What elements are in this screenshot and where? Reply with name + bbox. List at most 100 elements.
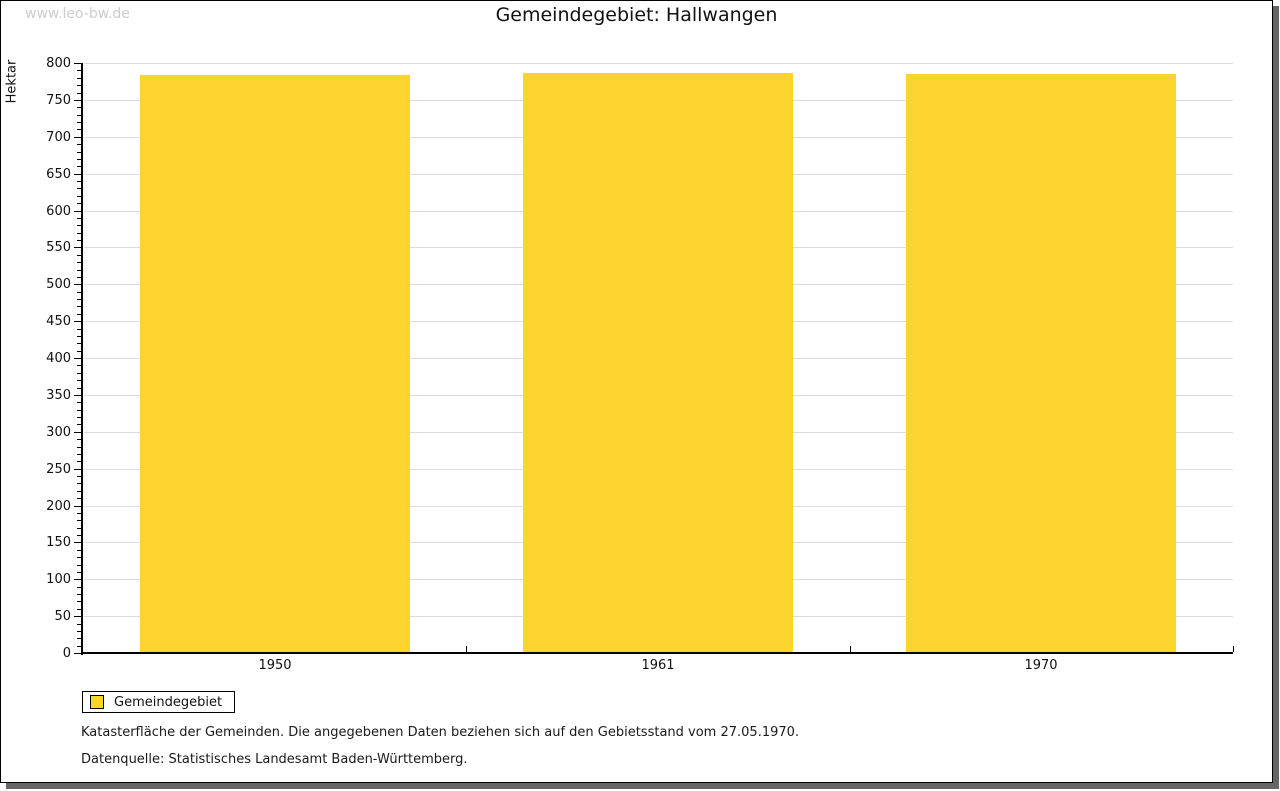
y-minor-tick-520 [77,270,81,271]
y-minor-tick-210 [77,498,81,499]
y-tick-label-450: 450 [46,314,71,329]
y-minor-tick-690 [77,144,81,145]
y-minor-tick-30 [77,631,81,632]
y-minor-tick-610 [77,203,81,204]
y-minor-tick-560 [77,240,81,241]
x-tick-1 [466,646,467,652]
y-tick-label-800: 800 [46,56,71,71]
y-major-tick-0 [74,653,81,654]
y-tick-label-100: 100 [46,572,71,587]
y-minor-tick-380 [77,373,81,374]
y-minor-tick-170 [77,528,81,529]
y-minor-tick-490 [77,292,81,293]
y-minor-tick-540 [77,255,81,256]
y-minor-tick-570 [77,233,81,234]
y-minor-tick-60 [77,609,81,610]
x-tick-label-1970: 1970 [1024,658,1058,673]
y-minor-tick-660 [77,166,81,167]
y-tick-label-750: 750 [46,93,71,108]
y-axis-line [81,63,83,655]
y-minor-tick-270 [77,454,81,455]
x-tick-label-1961: 1961 [641,658,675,673]
x-tick-3 [1233,646,1234,652]
bar-1961 [523,73,793,652]
y-minor-tick-460 [77,314,81,315]
y-minor-tick-620 [77,196,81,197]
y-minor-tick-640 [77,181,81,182]
y-minor-tick-710 [77,129,81,130]
y-minor-tick-90 [77,587,81,588]
y-minor-tick-110 [77,572,81,573]
x-tick-2 [850,646,851,652]
y-major-tick-100 [74,579,81,580]
y-minor-tick-320 [77,417,81,418]
y-minor-tick-530 [77,262,81,263]
y-major-tick-300 [74,432,81,433]
y-minor-tick-330 [77,410,81,411]
y-minor-tick-590 [77,218,81,219]
y-minor-tick-770 [77,85,81,86]
y-major-tick-550 [74,247,81,248]
y-minor-tick-230 [77,483,81,484]
y-major-tick-500 [74,284,81,285]
y-minor-tick-360 [77,388,81,389]
y-tick-label-650: 650 [46,167,71,182]
y-major-tick-400 [74,358,81,359]
y-minor-tick-120 [77,565,81,566]
y-major-tick-150 [74,542,81,543]
y-major-tick-200 [74,506,81,507]
y-minor-tick-430 [77,336,81,337]
y-minor-tick-370 [77,380,81,381]
y-tick-label-600: 600 [46,204,71,219]
gridline-y-800 [84,63,1233,64]
y-minor-tick-160 [77,535,81,536]
y-tick-label-200: 200 [46,499,71,514]
bar-1970 [906,74,1176,652]
x-axis-line [81,652,1233,654]
y-minor-tick-40 [77,624,81,625]
y-minor-tick-510 [77,277,81,278]
y-minor-tick-340 [77,402,81,403]
y-major-tick-650 [74,174,81,175]
y-axis-title: Hektar [4,59,20,104]
y-major-tick-750 [74,100,81,101]
y-minor-tick-220 [77,491,81,492]
y-minor-tick-730 [77,115,81,116]
y-major-tick-50 [74,616,81,617]
y-tick-label-350: 350 [46,388,71,403]
legend-box: Gemeindegebiet [82,691,236,713]
legend-swatch-icon [90,695,104,709]
y-major-tick-700 [74,137,81,138]
y-minor-tick-260 [77,461,81,462]
y-minor-tick-10 [77,646,81,647]
y-major-tick-800 [74,63,81,64]
y-minor-tick-470 [77,306,81,307]
y-tick-label-0: 0 [62,646,71,661]
y-tick-label-500: 500 [46,277,71,292]
footer-note-1: Katasterfläche der Gemeinden. Die angege… [81,725,800,740]
bar-1950 [140,75,410,652]
watermark: www.leo-bw.de [25,6,130,22]
y-minor-tick-290 [77,439,81,440]
y-minor-tick-680 [77,152,81,153]
y-minor-tick-670 [77,159,81,160]
y-tick-label-150: 150 [46,535,71,550]
y-tick-label-550: 550 [46,240,71,255]
y-minor-tick-790 [77,70,81,71]
y-minor-tick-280 [77,447,81,448]
y-minor-tick-440 [77,329,81,330]
x-tick-label-1950: 1950 [258,658,292,673]
y-minor-tick-190 [77,513,81,514]
y-tick-label-700: 700 [46,130,71,145]
y-tick-label-250: 250 [46,462,71,477]
y-tick-label-50: 50 [54,609,71,624]
y-minor-tick-140 [77,550,81,551]
y-minor-tick-580 [77,225,81,226]
y-minor-tick-240 [77,476,81,477]
footer-note-2: Datenquelle: Statistisches Landesamt Bad… [81,752,468,767]
y-minor-tick-480 [77,299,81,300]
y-minor-tick-130 [77,557,81,558]
y-minor-tick-720 [77,122,81,123]
y-minor-tick-310 [77,424,81,425]
